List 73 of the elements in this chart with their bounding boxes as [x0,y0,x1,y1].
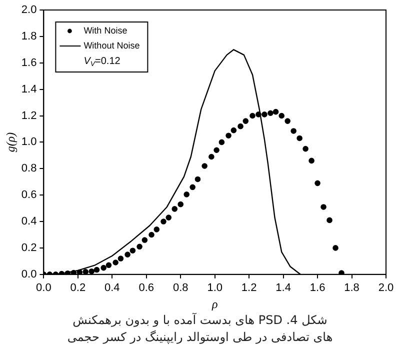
point [194,176,201,182]
y-tick-label: 0.4 [21,216,37,228]
x-tick-label: 1.2 [241,282,257,294]
point [214,147,220,154]
y-tick-label: 2.0 [21,4,37,16]
point [268,110,274,116]
x-tick-label: 1.0 [207,282,222,294]
point [338,270,344,274]
x-tick-label: 0.8 [172,282,188,294]
point [332,245,338,251]
point [100,264,106,271]
x-tick-label: 0.4 [104,282,120,294]
y-axis-title: g(ρ) [3,132,18,152]
point [70,270,77,274]
point [208,154,214,160]
x-tick-label: 0.6 [138,282,154,294]
y-tick-label: 1.2 [21,110,37,122]
point [202,163,208,169]
point [284,118,290,124]
point [238,123,244,130]
point [262,112,268,118]
y-tick-label: 0.2 [21,242,37,254]
x-tick-label: 1.6 [310,282,326,294]
text: شکل 4. PSD های بدست آمده با و بدون برهمکنش های تصادفی در طی اوستوالد رایپنینگ در کسر حجمی [66,312,334,346]
x-tick-label: 0.2 [70,282,86,294]
point [76,269,83,274]
point [166,214,172,220]
point [308,158,314,164]
point [290,128,296,134]
x-tick-label: 0.0 [36,282,52,294]
point [112,260,118,266]
point [242,118,249,124]
point [154,226,160,232]
point [278,112,284,119]
point [118,256,124,262]
point [184,192,190,198]
point [142,237,148,243]
x-axis-title: ρ [210,296,218,311]
point [172,206,178,212]
y-tick-label: 1.6 [21,56,37,69]
point [82,268,89,274]
point [136,244,142,250]
point [256,112,262,118]
legend-label: Without Noise [84,40,140,50]
y-tick-label: 1.0 [21,136,37,148]
point [88,268,95,274]
point [250,112,256,119]
point [178,201,184,208]
point [272,108,279,115]
y-tick-label: 0.0 [21,268,37,280]
point [106,262,112,268]
point [230,127,237,134]
y-tick-label: 0.6 [21,189,37,202]
legend-label: With Noise [84,25,128,36]
point [320,204,326,210]
point [218,139,225,146]
point [314,180,320,186]
point [148,232,154,238]
point [296,135,302,142]
x-tick-label: 1.8 [344,282,360,294]
point [94,266,100,273]
x-tick-label: 1.4 [276,282,291,294]
x-tick-label: 2.0 [378,282,394,294]
point [160,218,166,224]
y-tick-label: 1.8 [21,30,37,42]
point [124,252,130,258]
point [190,184,196,190]
point [226,132,232,138]
point [302,146,308,152]
y-tick-label: 1.4 [21,83,37,96]
point [130,248,136,254]
point [326,217,332,224]
y-tick-label: 0.8 [21,162,37,175]
